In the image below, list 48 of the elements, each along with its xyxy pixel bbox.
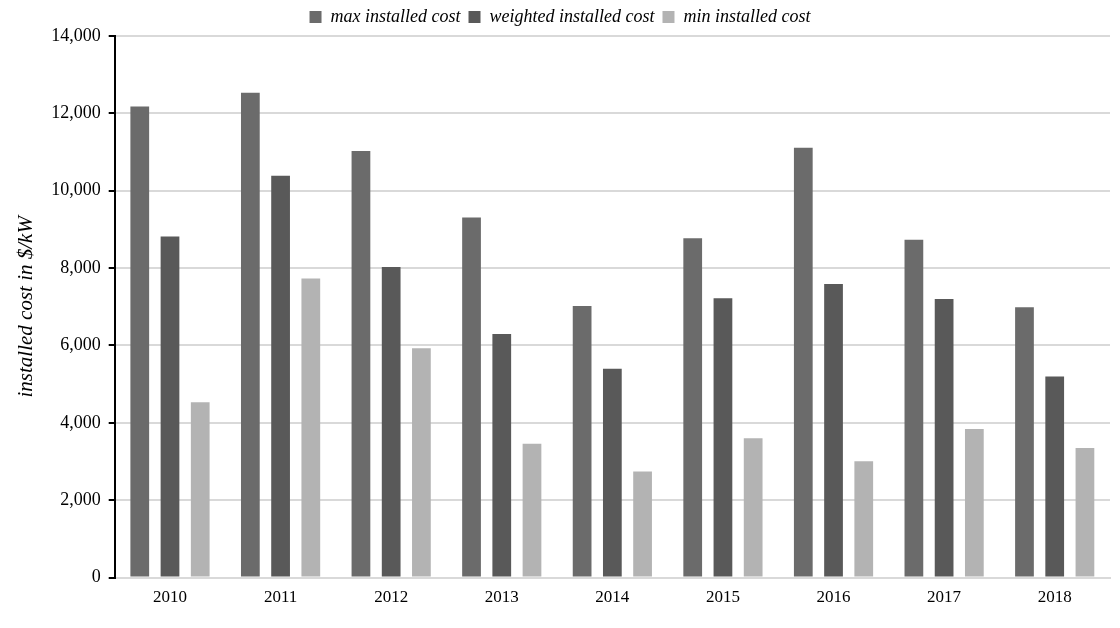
y-tick-label: 6,000 [60, 334, 101, 355]
x-tick-label: 2017 [927, 587, 962, 607]
bar [492, 333, 512, 577]
bar [1015, 307, 1034, 577]
x-tick-label: 2015 [705, 587, 740, 607]
x-tick-label: 2013 [484, 587, 519, 607]
bar [130, 106, 150, 577]
bar [381, 266, 401, 577]
bar [824, 283, 843, 577]
bar [964, 429, 984, 577]
bar [934, 299, 954, 577]
bar [301, 278, 321, 577]
legend-label: max installed cost [330, 5, 462, 26]
bar [713, 298, 733, 577]
bar [351, 150, 371, 577]
bar [271, 175, 290, 577]
x-tick-label: 2014 [595, 587, 630, 607]
bar [683, 238, 703, 577]
y-tick-label: 2,000 [60, 488, 101, 509]
y-tick-label: 4,000 [60, 411, 101, 432]
bar [602, 368, 622, 577]
bar [633, 471, 652, 577]
bar [412, 348, 431, 577]
bar [522, 443, 542, 577]
bar [904, 239, 924, 577]
legend-label: min installed cost [683, 5, 812, 26]
y-tick-label: 8,000 [60, 256, 101, 277]
bar [160, 236, 180, 577]
x-tick-label: 2016 [816, 587, 851, 607]
bar [1075, 448, 1095, 577]
y-axis-title: installed cost in $/kW [13, 213, 38, 398]
bar [240, 92, 260, 577]
y-tick-label: 10,000 [51, 179, 101, 200]
x-tick-label: 2011 [263, 587, 298, 607]
y-tick-label: 0 [91, 566, 101, 587]
bar [793, 147, 813, 577]
bar [572, 306, 592, 577]
x-tick-label: 2018 [1037, 587, 1072, 607]
y-tick-label: 14,000 [51, 24, 101, 45]
bar [854, 461, 874, 577]
y-tick-label: 12,000 [51, 102, 101, 123]
bar [743, 438, 763, 577]
bar [190, 402, 210, 577]
bar [1045, 376, 1065, 577]
bar [462, 217, 481, 577]
x-tick-label: 2010 [152, 587, 187, 607]
x-tick-label: 2012 [374, 587, 409, 607]
legend-label: weighted installed cost [489, 5, 656, 26]
